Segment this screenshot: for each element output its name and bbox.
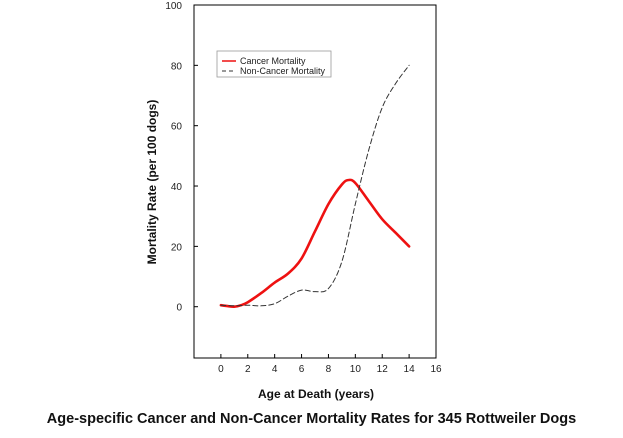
x-tick-label: 6 <box>299 364 305 375</box>
x-tick-label: 0 <box>218 364 224 375</box>
legend-box <box>216 50 332 78</box>
mortality-line-chart: 0 20 40 60 80 100 0 2 4 6 8 10 12 14 16 Cancer Mortal… <box>145 1 442 401</box>
x-tick-label: 12 <box>377 364 389 375</box>
y-tick-label: 100 <box>165 1 182 12</box>
legend-label-cancer: Cancer Mortality <box>240 56 306 66</box>
x-axis-label: Age at Death (years) <box>258 387 374 401</box>
x-tick-label: 2 <box>245 364 251 375</box>
x-tick-label: 4 <box>272 364 278 375</box>
x-tick-label: 14 <box>404 364 416 375</box>
y-axis-label: Mortality Rate (per 100 dogs) <box>145 100 159 265</box>
y-tick-label: 80 <box>171 61 183 72</box>
x-tick-label: 16 <box>430 364 442 375</box>
y-axis: 0 20 40 60 80 100 <box>165 1 198 314</box>
series-layer <box>219 64 411 309</box>
plot-frame <box>193 4 437 359</box>
y-tick-label: 0 <box>176 303 182 314</box>
series-line-noncancer <box>220 64 410 307</box>
x-tick-label: 10 <box>350 364 362 375</box>
x-tick-label: 8 <box>326 364 332 375</box>
y-tick-label: 60 <box>171 122 183 133</box>
y-tick-label: 40 <box>171 182 183 193</box>
legend-label-noncancer: Non-Cancer Mortality <box>240 66 326 76</box>
y-tick-label: 20 <box>171 242 183 253</box>
legend: Cancer Mortality Non-Cancer Mortality <box>216 50 332 78</box>
figure-caption: Age-specific Cancer and Non-Cancer Morta… <box>46 411 577 427</box>
x-axis: 0 2 4 6 8 10 12 14 16 <box>218 354 442 375</box>
series-line-cancer <box>219 178 411 309</box>
